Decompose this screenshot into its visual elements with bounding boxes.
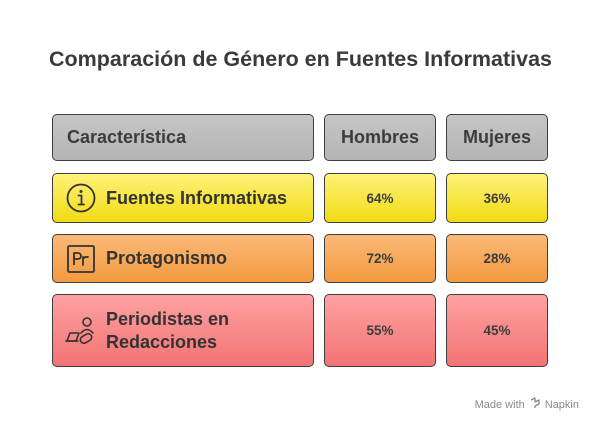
made-with-text: Made with (474, 398, 525, 411)
info-circle-icon (64, 181, 98, 215)
header-women-label: Mujeres (462, 127, 532, 147)
pr-box-icon (64, 242, 98, 276)
footer-watermark: Made with Napkin (475, 397, 579, 412)
row-label-periodistas: Periodistas en Redacciones (52, 294, 314, 367)
header-men-label: Hombres (340, 127, 420, 147)
value-men-fuentes: 64% (324, 173, 436, 223)
row-label-text: Periodistas en Redacciones (106, 308, 229, 354)
value-women-protagonismo: 28% (446, 234, 548, 283)
napkin-logo-icon (529, 397, 541, 412)
header-feature-label: Característica (67, 127, 187, 147)
value-women-periodistas: 45% (446, 294, 548, 367)
value-text: 36% (483, 190, 511, 206)
value-text: 45% (483, 323, 511, 338)
value-text: 64% (366, 190, 394, 206)
value-men-periodistas: 55% (324, 294, 436, 367)
row-label-text: Protagonismo (106, 248, 228, 268)
header-women: Mujeres (446, 114, 548, 161)
value-text: 28% (483, 251, 511, 266)
row-label-protagonismo: Protagonismo (52, 234, 314, 283)
value-text: 55% (366, 323, 394, 338)
row-label-text: Fuentes Informativas (106, 187, 288, 208)
value-men-protagonismo: 72% (324, 234, 436, 283)
napkin-brand-text: Napkin (544, 398, 579, 411)
header-men: Hombres (324, 114, 436, 161)
page-title: Comparación de Género en Fuentes Informa… (49, 47, 552, 71)
journalist-laptop-icon (64, 314, 98, 348)
value-women-fuentes: 36% (446, 173, 548, 223)
row-label-fuentes: Fuentes Informativas (52, 173, 314, 223)
header-feature: Característica (52, 114, 314, 161)
row-label-line1: Periodistas en (106, 308, 230, 329)
value-text: 72% (366, 251, 394, 266)
row-label-line2: Redacciones (106, 331, 218, 352)
